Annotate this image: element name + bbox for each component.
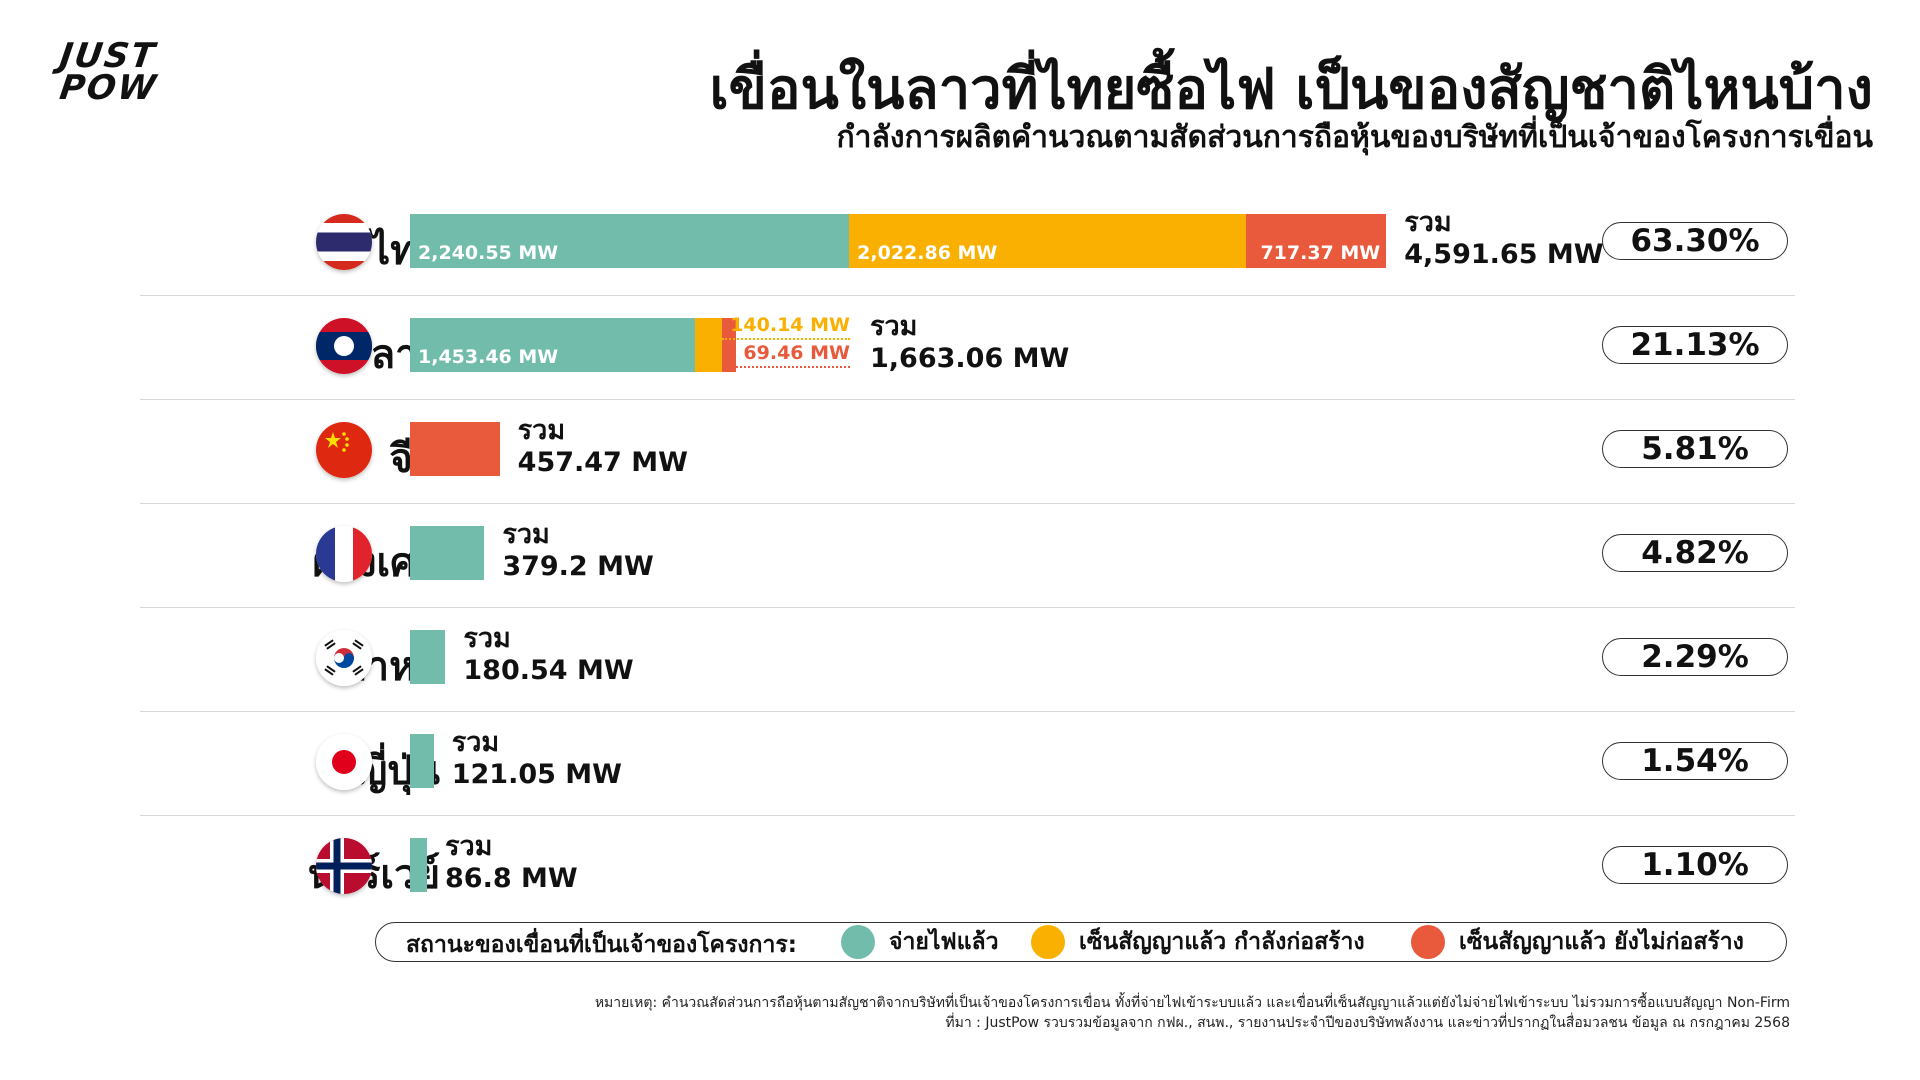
japan-flag-icon (316, 734, 372, 790)
percent-badge: 63.30% (1602, 222, 1788, 260)
france-flag-icon (316, 526, 372, 582)
chart-row: ฝรั่งเศส รวม 379.2 MW 4.82% (140, 504, 1795, 608)
legend-swatch-construct (1031, 925, 1065, 959)
legend-item-paid: จ่ายไฟแล้ว (841, 925, 999, 959)
footnote-remark: หมายเหตุ: คำนวณสัดส่วนการถือหุ้นตามสัญชา… (594, 995, 1790, 1011)
bar-segment (410, 734, 434, 788)
total-prefix: รวม (451, 727, 500, 758)
chart-row: ไทย 2,240.55 MW 2,022.86 MW 717.37 MW รวม 4,5… (140, 192, 1795, 296)
thailand-flag-icon (316, 214, 372, 270)
total-value: 457.47 MW (517, 447, 688, 478)
callout-label: 69.46 MW (743, 342, 850, 364)
chart-row: ญี่ปุ่น รวม 121.05 MW 1.54% (140, 712, 1795, 816)
bar-value-label: 2,022.86 MW (857, 242, 998, 264)
legend-item-construct: เซ็นสัญญาแล้ว กำลังก่อสร้าง (1031, 925, 1365, 959)
total-label: รวม 86.8 MW (445, 831, 578, 895)
total-prefix: รวม (445, 831, 493, 862)
row-divider (140, 399, 1795, 400)
legend: สถานะของเขื่อนที่เป็นเจ้าของโครงการ: จ่า… (375, 922, 1787, 962)
bar-value-label: 1,453.46 MW (418, 346, 559, 368)
bar-segment: 2,240.55 MW (410, 214, 850, 268)
legend-item-pending: เซ็นสัญญาแล้ว ยังไม่ก่อสร้าง (1411, 925, 1744, 959)
total-value: 121.05 MW (451, 759, 622, 790)
chart-row: จีนรวม457.47 MW5.81% (140, 400, 1795, 504)
bar-segment: 717.37 MW (1245, 214, 1387, 268)
chart-row: เกาหลี รวม 180.54 MW 2.29% (140, 608, 1795, 712)
total-label: รวม 457.47 MW (518, 415, 688, 479)
total-value: 86.8 MW (445, 863, 578, 894)
norway-flag-icon (316, 838, 372, 894)
total-label: รวม 4,591.65 MW (1404, 207, 1603, 271)
callout-leader-line (735, 366, 850, 368)
percent-badge: 2.29% (1602, 638, 1788, 676)
total-label: รวม 379.2 MW (502, 519, 653, 583)
total-value: 379.2 MW (502, 551, 654, 582)
chart-subtitle: กำลังการผลิตคำนวณตามสัดส่วนการถือหุ้นของ… (836, 120, 1873, 155)
legend-swatch-pending (1411, 925, 1445, 959)
row-divider (140, 503, 1795, 504)
total-prefix: รวม (463, 623, 511, 654)
chart-row: ลาว 1,453.46 MW 140.14 MW 69.46 MW รวม 1,663.… (140, 296, 1795, 400)
legend-label-paid: จ่ายไฟแล้ว (889, 929, 999, 955)
bar-segment (694, 318, 723, 372)
laos-flag-icon (316, 318, 372, 374)
total-prefix: รวม (502, 519, 550, 550)
bar-segment (722, 318, 736, 372)
callout-leader-line (722, 338, 850, 340)
korea-flag-icon (316, 630, 372, 686)
callout-label: 140.14 MW (730, 314, 850, 336)
row-divider (140, 711, 1795, 712)
percent-badge: 5.81% (1602, 430, 1788, 468)
bar-segment: 1,453.46 MW (410, 318, 695, 372)
total-prefix: รวม (870, 311, 918, 342)
bar-segment: 2,022.86 MW (849, 214, 1246, 268)
footnote-source: ที่มา : JustPow รวบรวมข้อมูลจาก กฟผ., สน… (945, 1015, 1790, 1031)
percent-badge: 1.54% (1602, 742, 1788, 780)
chart-row: นอร์เวย์ รวม 86.8 MW 1.10% (140, 816, 1795, 920)
total-label: รวม 121.05 MW (452, 727, 622, 791)
bar-value-label: 2,240.55 MW (418, 242, 559, 264)
bar-segment (410, 838, 427, 892)
total-prefix: รวม (517, 415, 566, 446)
total-value: 180.54 MW (463, 655, 634, 686)
bar-segment (410, 422, 500, 476)
legend-swatch-paid (841, 925, 875, 959)
total-value: 4,591.65 MW (1404, 239, 1604, 270)
bar-segment (410, 526, 485, 580)
bar-segment (410, 630, 446, 684)
row-divider (140, 815, 1795, 816)
row-divider (140, 295, 1795, 296)
legend-label-construct: เซ็นสัญญาแล้ว กำลังก่อสร้าง (1079, 929, 1365, 955)
total-prefix: รวม (1404, 207, 1452, 238)
percent-badge: 21.13% (1602, 326, 1788, 364)
total-value: 1,663.06 MW (870, 343, 1070, 374)
percent-badge: 4.82% (1602, 534, 1788, 572)
row-divider (140, 607, 1795, 608)
legend-label-pending: เซ็นสัญญาแล้ว ยังไม่ก่อสร้าง (1459, 929, 1744, 955)
chart-title: เขื่อนในลาวที่ไทยซื้อไฟ เป็นของสัญชาติไห… (709, 57, 1873, 122)
percent-badge: 1.10% (1602, 846, 1788, 884)
legend-title: สถานะของเขื่อนที่เป็นเจ้าของโครงการ: (406, 932, 797, 958)
bar-value-label: 717.37 MW (1260, 242, 1381, 264)
china-flag-icon (316, 422, 372, 478)
total-label: รวม 180.54 MW (463, 623, 633, 687)
total-label: รวม 1,663.06 MW (870, 311, 1069, 375)
